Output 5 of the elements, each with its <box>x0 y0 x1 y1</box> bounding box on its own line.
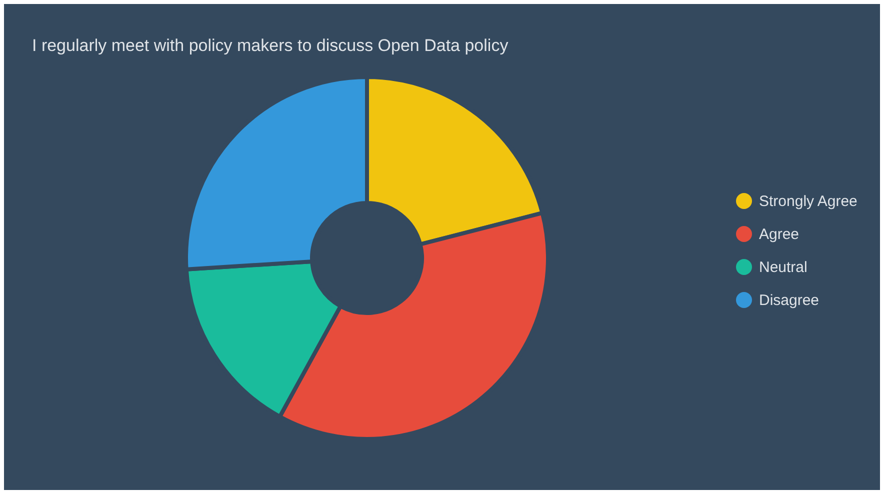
legend-label: Disagree <box>759 292 820 309</box>
legend-label: Strongly Agree <box>759 193 858 210</box>
chart-title: I regularly meet with policy makers to discuss Open Data policy <box>32 36 509 55</box>
legend-label: Agree <box>759 226 800 243</box>
legend-label: Neutral <box>759 259 808 276</box>
